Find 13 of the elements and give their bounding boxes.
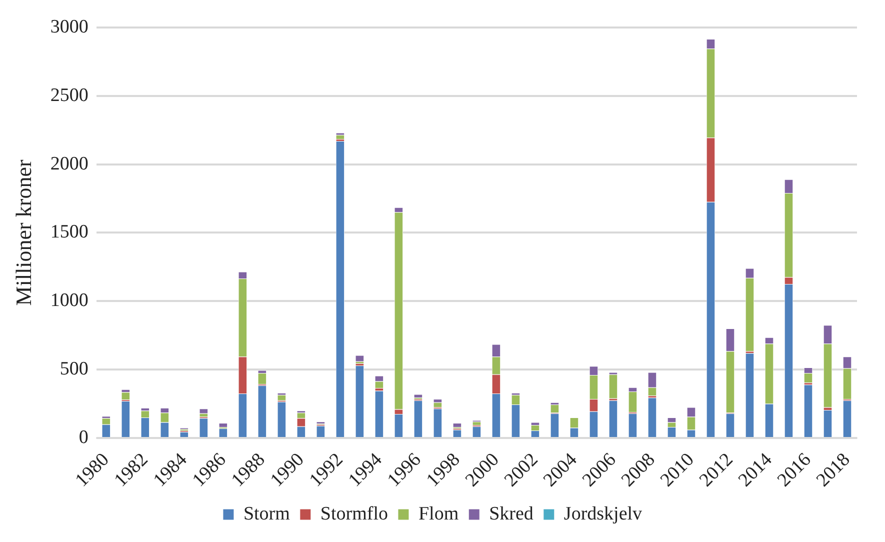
- y-tick-label: 1000: [50, 290, 88, 312]
- y-tick-label: 1500: [50, 222, 88, 243]
- legend-label: Skred: [489, 503, 534, 524]
- legend-label: Flom: [418, 503, 459, 524]
- y-tick-label: 3000: [50, 16, 88, 38]
- legend-label: Stormflo: [320, 503, 388, 524]
- y-tick-label: 2500: [50, 84, 88, 106]
- y-tick-label: 500: [60, 358, 88, 380]
- y-axis-title: Millioner kroner: [10, 159, 36, 306]
- y-tick-label: 2000: [50, 153, 88, 174]
- y-tick-label: 0: [78, 426, 88, 448]
- legend-label: Storm: [243, 503, 290, 524]
- legend-label: Jordskjelv: [564, 503, 643, 524]
